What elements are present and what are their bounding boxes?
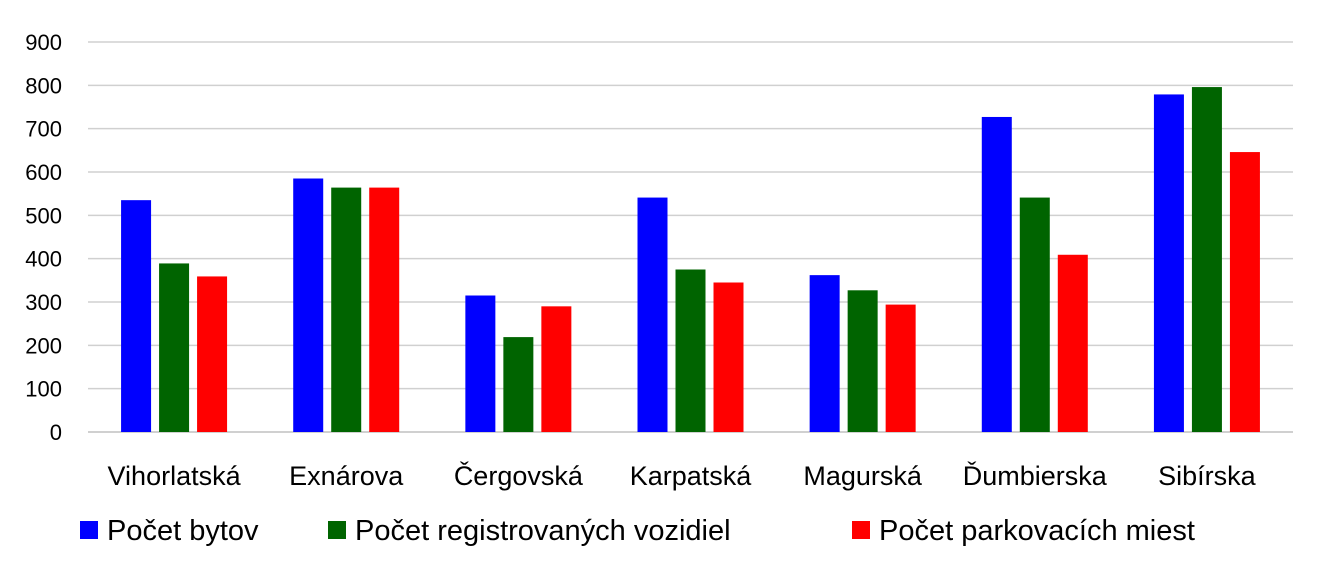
- bar: [809, 275, 840, 432]
- y-tick-label: 500: [25, 203, 62, 228]
- bar: [1019, 197, 1050, 432]
- x-category-label: Čergovská: [454, 460, 584, 491]
- x-category-label: Vihorlatská: [108, 461, 242, 491]
- bar: [465, 295, 496, 432]
- y-tick-label: 400: [25, 247, 62, 272]
- legend-swatch: [80, 521, 98, 539]
- bar: [885, 304, 916, 432]
- legend-swatch: [328, 521, 346, 539]
- y-tick-label: 300: [25, 290, 62, 315]
- gridlines: [88, 41, 1293, 433]
- y-tick-label: 200: [25, 333, 62, 358]
- bars: [121, 87, 1260, 433]
- bar: [369, 187, 400, 432]
- y-tick-label: 100: [25, 377, 62, 402]
- bar: [847, 290, 878, 432]
- x-category-label: Exnárova: [289, 461, 404, 491]
- legend-label: Počet parkovacích miest: [879, 515, 1195, 547]
- y-tick-label: 900: [25, 30, 62, 55]
- y-tick-label: 0: [50, 420, 62, 445]
- bar: [1057, 254, 1088, 432]
- bar: [1153, 94, 1184, 432]
- bar: [503, 337, 534, 432]
- x-category-label: Ďumbierska: [963, 460, 1108, 491]
- bar: [1229, 152, 1260, 433]
- y-axis-ticks: 0 100 200 300 400 500 600 700 800 900: [25, 30, 62, 445]
- bar: [293, 178, 324, 432]
- bar: [1191, 87, 1222, 433]
- bar: [197, 276, 228, 432]
- legend-label: Počet bytov: [107, 515, 259, 547]
- bar: [159, 263, 190, 432]
- x-category-label: Sibírska: [1158, 461, 1257, 491]
- legend: Počet bytov Počet registrovaných vozidiel…: [80, 515, 1195, 547]
- bar: [121, 200, 152, 432]
- y-tick-label: 700: [25, 117, 62, 142]
- x-axis-labels: Vihorlatská Exnárova Čergovská Karpatská Mag…: [108, 460, 1257, 491]
- bar: [331, 187, 362, 432]
- legend-swatch: [852, 521, 870, 539]
- x-category-label: Karpatská: [630, 461, 753, 491]
- bar: [637, 197, 668, 432]
- bar: [675, 269, 706, 432]
- bar: [981, 116, 1012, 432]
- x-category-label: Magurská: [803, 461, 923, 491]
- y-tick-label: 800: [25, 73, 62, 98]
- legend-label: Počet registrovaných vozidiel: [355, 515, 731, 547]
- y-tick-label: 600: [25, 160, 62, 185]
- bar: [541, 306, 572, 432]
- bar: [713, 282, 744, 432]
